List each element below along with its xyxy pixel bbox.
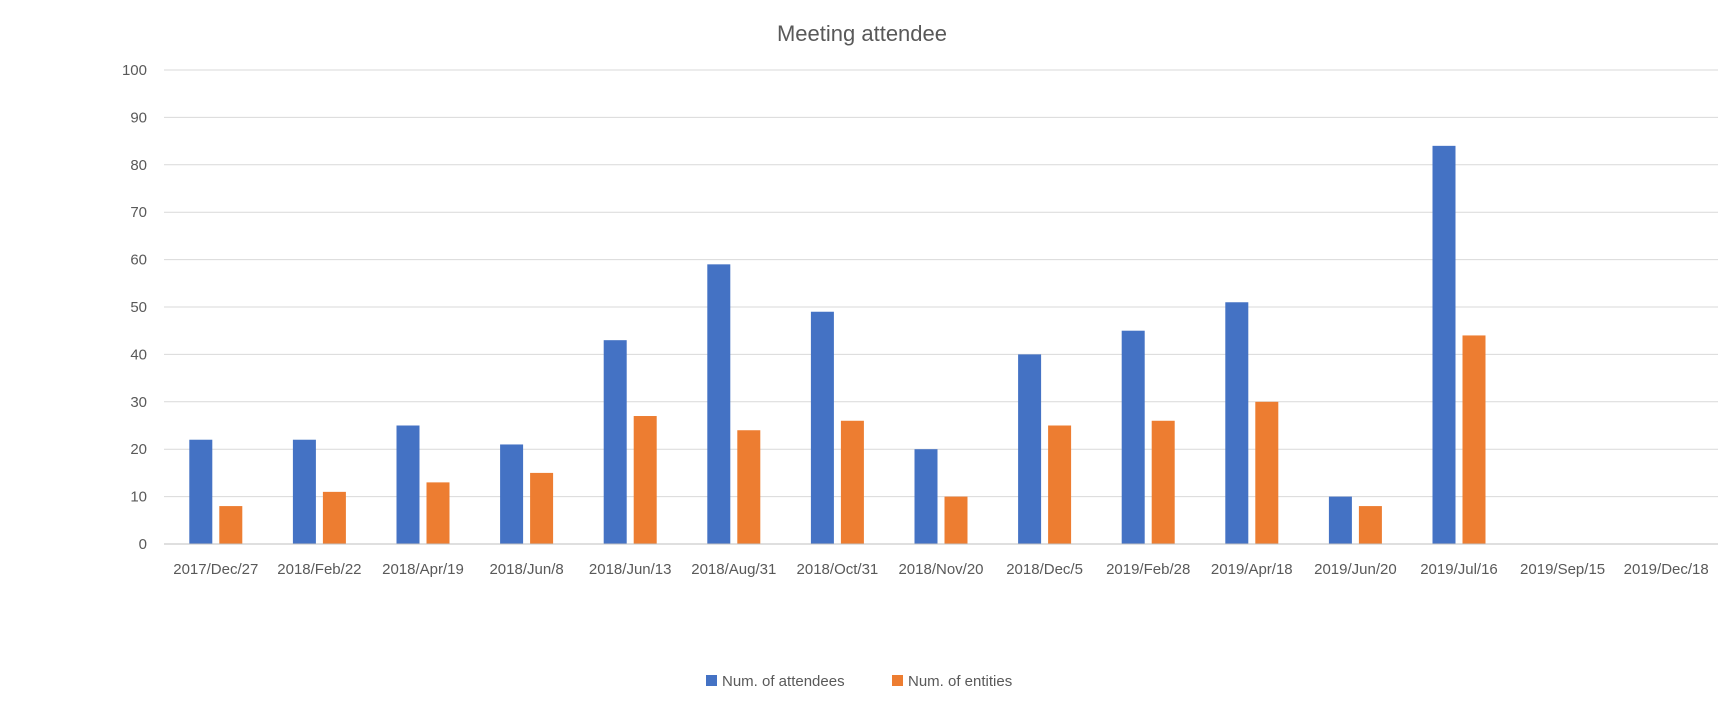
legend: Num. of attendees Num. of entities (706, 673, 1012, 690)
bar-series2-8 (1048, 425, 1072, 544)
bar-series2-6 (840, 420, 864, 544)
bar-series2-5 (737, 430, 761, 544)
bar-series2-4 (633, 416, 657, 544)
legend-label-2: Num. of entities (908, 673, 1012, 690)
bar-series1-7 (914, 449, 938, 544)
x-tick-label-11: 2019/Jun/20 (1314, 561, 1397, 578)
x-tick-label-9: 2019/Feb/28 (1106, 561, 1190, 578)
bar-series1-2 (396, 425, 420, 544)
bar-series1-0 (189, 439, 213, 544)
y-tick-label-50: 50 (130, 299, 147, 316)
x-tick-label-10: 2019/Apr/18 (1211, 561, 1293, 578)
bar-series1-12 (1432, 145, 1456, 544)
x-tick-label-13: 2019/Sep/15 (1520, 561, 1605, 578)
bar-series2-0 (219, 506, 243, 544)
legend-swatch-2 (892, 675, 903, 686)
bar-series1-3 (500, 444, 524, 544)
x-tick-label-1: 2018/Feb/22 (277, 561, 361, 578)
bar-series1-6 (810, 311, 834, 544)
y-tick-label-60: 60 (130, 252, 147, 269)
x-tick-label-2: 2018/Apr/19 (382, 561, 464, 578)
bars (189, 145, 1486, 544)
y-axis-tick-labels: 0 10 20 30 40 50 60 70 80 90 100 (122, 62, 147, 553)
bar-series1-9 (1121, 330, 1145, 544)
y-tick-label-10: 10 (130, 489, 147, 506)
y-tick-label-70: 70 (130, 204, 147, 221)
y-tick-label-30: 30 (130, 394, 147, 411)
gridlines (164, 69, 1718, 498)
bar-series1-5 (707, 264, 731, 544)
y-tick-label-20: 20 (130, 441, 147, 458)
chart-title: Meeting attendee (777, 21, 947, 46)
bar-series1-11 (1328, 496, 1352, 544)
bar-series1-10 (1225, 302, 1249, 544)
x-tick-label-3: 2018/Jun/8 (489, 561, 563, 578)
x-tick-label-14: 2019/Dec/18 (1624, 561, 1709, 578)
x-tick-label-5: 2018/Aug/31 (691, 561, 776, 578)
x-tick-label-8: 2018/Dec/5 (1006, 561, 1083, 578)
bar-series2-9 (1151, 420, 1175, 544)
bar-series1-8 (1018, 354, 1042, 544)
y-tick-label-0: 0 (139, 536, 147, 553)
legend-swatch-1 (706, 675, 717, 686)
bar-series2-1 (322, 491, 346, 544)
bar-series2-11 (1358, 506, 1382, 544)
x-tick-label-4: 2018/Jun/13 (589, 561, 672, 578)
x-tick-label-0: 2017/Dec/27 (173, 561, 258, 578)
y-tick-label-90: 90 (130, 109, 147, 126)
y-tick-label-100: 100 (122, 62, 147, 79)
bar-series2-3 (530, 472, 554, 544)
bar-series1-1 (292, 439, 316, 544)
x-tick-label-12: 2019/Jul/16 (1420, 561, 1498, 578)
bar-series1-4 (603, 340, 627, 544)
legend-label-1: Num. of attendees (722, 673, 845, 690)
x-axis-tick-labels: 2017/Dec/27 2018/Feb/22 2018/Apr/19 2018/Ju… (173, 561, 1708, 578)
bar-series2-7 (944, 496, 968, 544)
y-tick-label-80: 80 (130, 157, 147, 174)
y-tick-label-40: 40 (130, 346, 147, 363)
x-tick-label-7: 2018/Nov/20 (898, 561, 983, 578)
bar-series2-10 (1255, 401, 1279, 544)
bar-series2-2 (426, 482, 450, 544)
bar-series2-12 (1462, 335, 1486, 544)
x-tick-label-6: 2018/Oct/31 (797, 561, 879, 578)
